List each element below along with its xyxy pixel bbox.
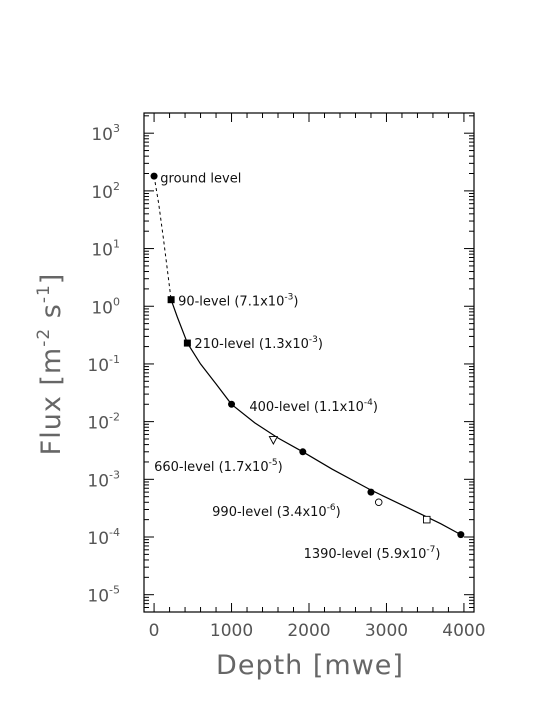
annotation-l990: 990-level (3.4x10-6)	[212, 503, 341, 520]
annotation-l1390: 1390-level (5.9x10-7)	[304, 545, 441, 562]
x-tick-label: 1000	[210, 621, 253, 641]
annotation-l90: 90-level (7.1x10-3)	[178, 292, 298, 309]
y-tick-label: 102	[91, 180, 120, 203]
data-markers	[150, 172, 465, 539]
y-tick-label: 103	[91, 122, 120, 145]
x-tick-label: 3000	[365, 621, 408, 641]
marker-filled-circle	[367, 488, 375, 496]
y-tick-label: 10-5	[87, 584, 120, 607]
y-axis-title-end: ]	[36, 273, 67, 285]
fit-curve-dashed	[153, 176, 172, 300]
annotation-l210: 210-level (1.3x10-3)	[194, 335, 323, 352]
y-tick-label: 100	[91, 295, 120, 318]
annotation-l400: 400-level (1.1x10-4)	[249, 398, 378, 415]
x-tick-label: 0	[149, 621, 160, 641]
x-axis-ticks: 0 1000 2000 3000 4000	[149, 113, 486, 641]
y-axis-ticks: 103 102 101 100 10-1 10-2 10-3 10-4 10-5	[87, 115, 474, 608]
annotation-ground: ground level	[160, 172, 241, 187]
y-axis-title-main: Flux [m	[36, 347, 67, 456]
y-axis-title-exp2: -1	[34, 284, 54, 303]
marker-filled-circle	[457, 531, 465, 539]
marker-open-circle	[374, 498, 383, 507]
fit-curve	[153, 176, 462, 536]
marker-filled-circle	[228, 400, 236, 408]
marker-open-square	[422, 515, 431, 524]
y-axis-title: Flux [m-2 s-1]	[34, 273, 67, 456]
marker-filled-circle	[299, 448, 307, 456]
y-tick-label: 10-4	[87, 526, 120, 549]
y-tick-label: 10-1	[87, 353, 120, 376]
y-tick-label: 10-2	[87, 411, 120, 434]
annotation-l660: 660-level (1.7x10-5)	[154, 458, 283, 475]
marker-filled-circle	[150, 172, 158, 180]
marker-filled-square	[167, 296, 175, 304]
y-axis-title-mid: s	[36, 303, 67, 328]
y-axis-title-exp1: -2	[34, 328, 54, 347]
x-tick-label: 2000	[287, 621, 330, 641]
plot-frame-rect	[143, 112, 475, 613]
annotations: ground level 90-level (7.1x10-3) 210-level…	[154, 172, 440, 563]
marker-open-triangle	[268, 436, 279, 445]
y-tick-label: 10-3	[87, 468, 120, 491]
plot-frame	[143, 112, 475, 613]
x-tick-label: 4000	[442, 621, 485, 641]
x-axis-title: Depth [mwe]	[216, 650, 404, 681]
y-tick-label: 101	[91, 238, 120, 261]
marker-filled-square	[183, 339, 191, 347]
